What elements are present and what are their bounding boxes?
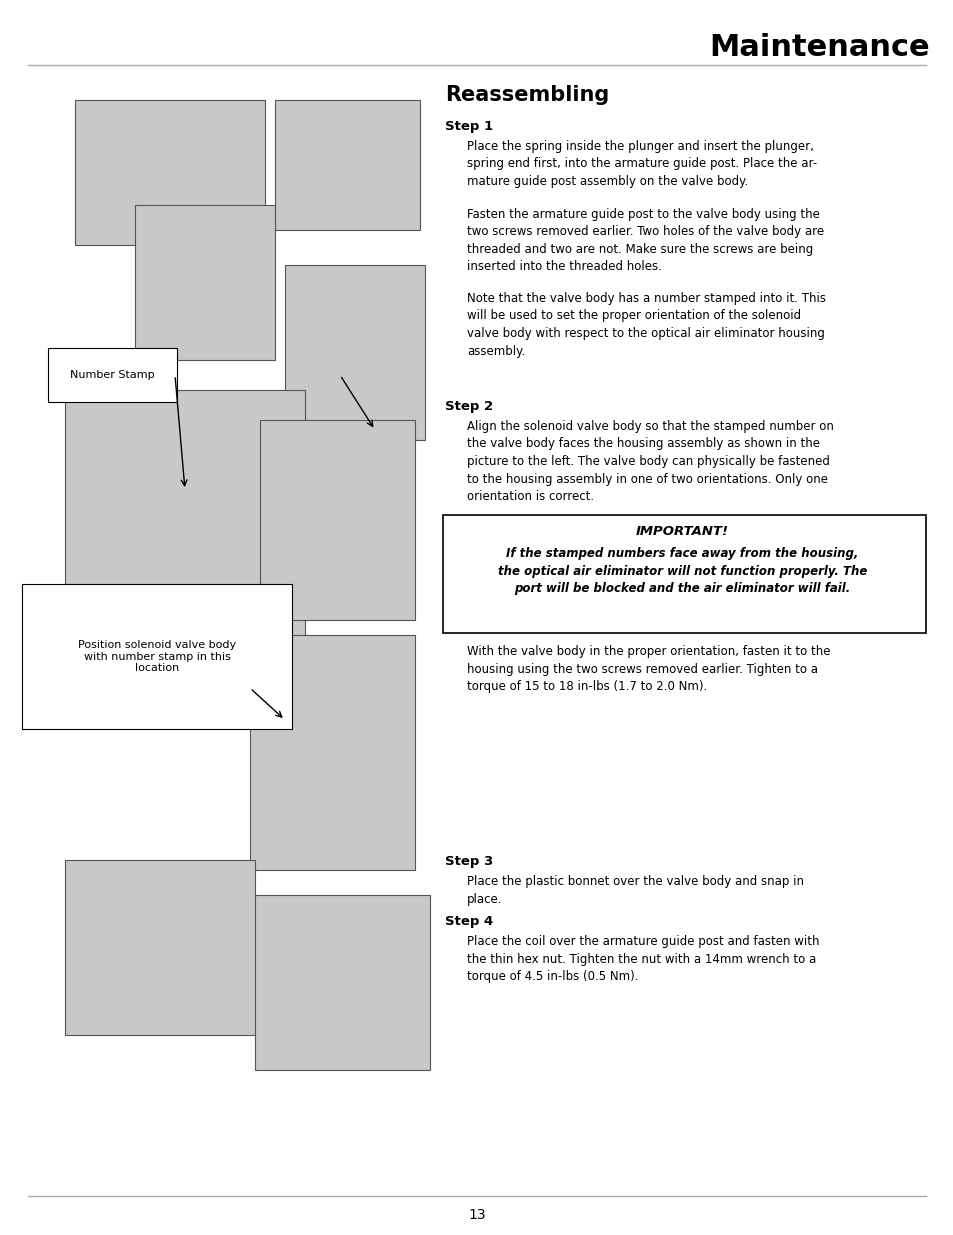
- Text: If the stamped numbers face away from the housing,
the optical air eliminator wi: If the stamped numbers face away from th…: [497, 547, 866, 595]
- Text: Place the plastic bonnet over the valve body and snap in
place.: Place the plastic bonnet over the valve …: [467, 876, 803, 905]
- Text: 13: 13: [468, 1208, 485, 1221]
- Text: Reassembling: Reassembling: [444, 85, 609, 105]
- Text: Position solenoid valve body
with number stamp in this
location: Position solenoid valve body with number…: [78, 640, 235, 673]
- Bar: [75, 100, 265, 245]
- Text: Step 1: Step 1: [444, 120, 493, 133]
- Bar: [250, 635, 415, 869]
- Text: Place the coil over the armature guide post and fasten with
the thin hex nut. Ti: Place the coil over the armature guide p…: [467, 935, 819, 983]
- Text: Note that the valve body has a number stamped into it. This
will be used to set : Note that the valve body has a number st…: [467, 291, 825, 357]
- Bar: [442, 515, 925, 634]
- Text: Step 2: Step 2: [444, 400, 493, 412]
- Bar: [274, 100, 419, 230]
- Text: Step 4: Step 4: [444, 915, 493, 927]
- Bar: [260, 420, 415, 620]
- Text: Place the spring inside the plunger and insert the plunger,
spring end first, in: Place the spring inside the plunger and …: [467, 140, 817, 188]
- Bar: [65, 390, 305, 659]
- Bar: [285, 266, 424, 440]
- Bar: [135, 205, 274, 359]
- Bar: [65, 860, 254, 1035]
- Bar: [254, 895, 430, 1070]
- Text: IMPORTANT!: IMPORTANT!: [636, 525, 728, 538]
- Text: Align the solenoid valve body so that the stamped number on
the valve body faces: Align the solenoid valve body so that th…: [467, 420, 833, 503]
- Text: Fasten the armature guide post to the valve body using the
two screws removed ea: Fasten the armature guide post to the va…: [467, 207, 823, 273]
- Text: With the valve body in the proper orientation, fasten it to the
housing using th: With the valve body in the proper orient…: [467, 645, 830, 693]
- Text: Maintenance: Maintenance: [709, 33, 929, 63]
- Text: Step 3: Step 3: [444, 855, 493, 868]
- Text: Number Stamp: Number Stamp: [70, 370, 154, 380]
